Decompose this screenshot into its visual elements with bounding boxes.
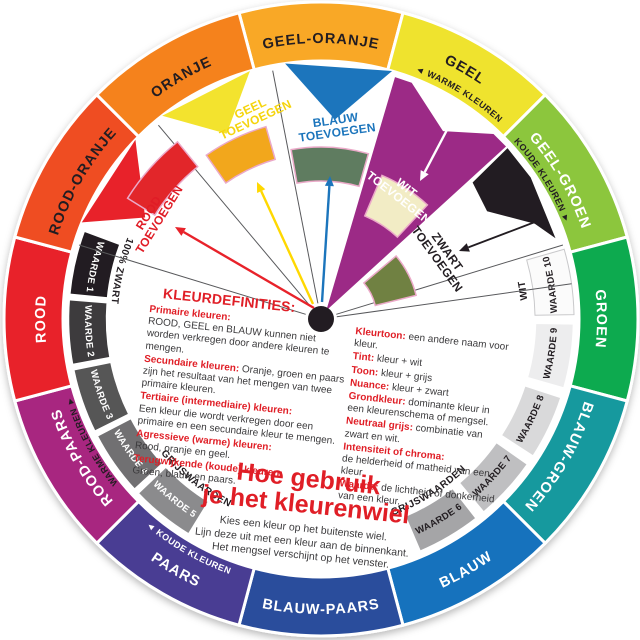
arrow-geel-line xyxy=(260,190,315,305)
arrow-wit-line xyxy=(423,127,450,173)
arrow-blauw-line xyxy=(320,185,331,303)
arrow-rood-line xyxy=(182,230,315,310)
arrow-geel-head xyxy=(257,182,266,193)
arrow-rood-head xyxy=(175,227,186,236)
outer-segment-rood xyxy=(2,235,74,403)
notch-rood-oranje xyxy=(81,139,146,223)
notch-geel-oranje xyxy=(285,63,393,120)
spoke-line xyxy=(336,283,572,318)
notch-oranje xyxy=(162,71,250,134)
value-segment-waarde-9 xyxy=(525,321,576,391)
value-segment-waarde-4 xyxy=(94,416,165,492)
value-segment-waarde-1 xyxy=(67,228,123,300)
mix-window-wit xyxy=(363,174,429,239)
wedge-zwart-toevoegen xyxy=(472,148,556,239)
mix-window-zwart xyxy=(362,254,418,307)
outer-segment-label-groen: GROEN xyxy=(592,289,609,349)
value-segment-waarde-2 xyxy=(66,297,113,367)
arrow-zwart-line xyxy=(467,221,536,249)
value-segment-waarde-5 xyxy=(135,464,211,537)
outer-segment-label-blauw-paars: BLAUW-PAARS xyxy=(261,596,381,618)
hub-dot xyxy=(308,306,334,332)
value-segment-waarde-7 xyxy=(456,439,530,515)
value-segment-label-waarde-2: WAARDE 2 xyxy=(82,305,96,358)
spoke-line xyxy=(272,70,319,304)
outer-segment-label-geel-oranje: GEEL-ORANJE xyxy=(261,31,381,53)
mix-window-geel xyxy=(205,125,277,185)
mix-window-rood xyxy=(126,140,199,217)
wedge-wit-toevoegen xyxy=(326,77,506,311)
value-segment-waarde-3 xyxy=(71,360,132,434)
spoke-line xyxy=(78,244,306,315)
value-segment-waarde-10 xyxy=(526,248,575,316)
mix-window-blauw xyxy=(290,146,370,188)
arrow-zwart-head xyxy=(459,243,470,252)
arrow-wit-head xyxy=(420,170,429,181)
value-segment-waarde-6 xyxy=(402,485,479,554)
arrow-blauw-head xyxy=(324,176,334,187)
value-segment-waarde-8 xyxy=(498,383,564,459)
outer-segment-oranje xyxy=(94,10,257,139)
